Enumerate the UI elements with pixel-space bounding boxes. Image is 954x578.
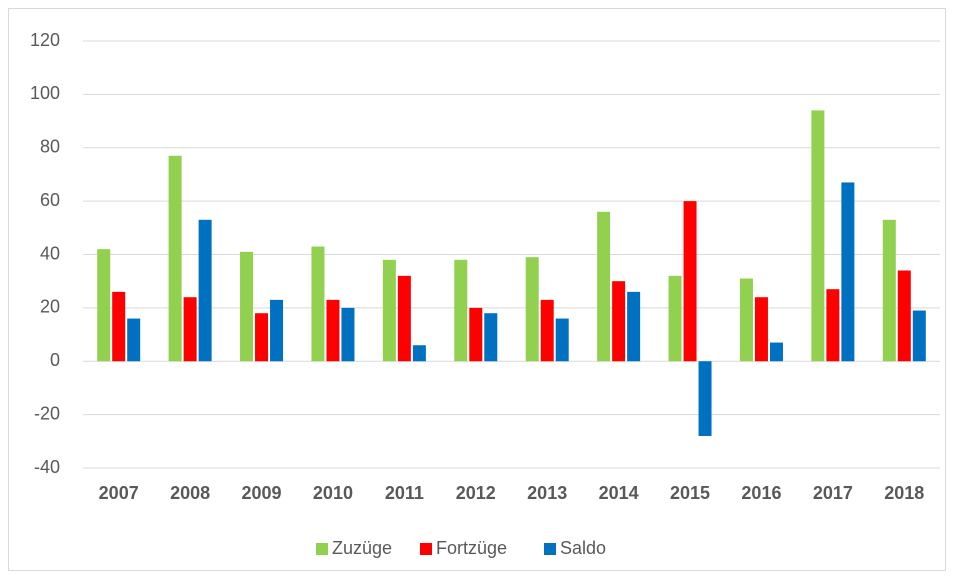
bar xyxy=(112,291,126,362)
y-tick-label: 40 xyxy=(40,243,60,263)
bar xyxy=(683,201,697,362)
bar xyxy=(326,299,340,362)
x-tick-label: 2018 xyxy=(884,483,924,503)
chart-border xyxy=(8,8,946,571)
bar xyxy=(612,281,626,362)
x-tick-label: 2017 xyxy=(813,483,853,503)
bar xyxy=(739,278,753,362)
x-tick-label: 2012 xyxy=(456,483,496,503)
bar xyxy=(882,219,896,362)
bar xyxy=(240,251,254,362)
bar xyxy=(311,246,325,362)
bar xyxy=(469,307,483,362)
legend-label: Saldo xyxy=(560,538,606,558)
y-tick-label: 100 xyxy=(30,83,60,103)
legend-swatch xyxy=(420,543,432,555)
y-tick-label: -20 xyxy=(34,403,60,423)
bar xyxy=(525,257,539,362)
bar xyxy=(912,310,926,362)
bar xyxy=(668,275,682,362)
bar xyxy=(627,291,641,362)
y-tick-label: 80 xyxy=(40,137,60,157)
bar xyxy=(754,297,768,362)
bar xyxy=(255,313,269,362)
bar xyxy=(341,307,355,362)
bar xyxy=(382,259,396,362)
x-tick-label: 2007 xyxy=(99,483,139,503)
x-tick-label: 2016 xyxy=(741,483,781,503)
y-tick-label: 20 xyxy=(40,297,60,317)
bar xyxy=(397,275,411,362)
legend-label: Zuzüge xyxy=(332,538,392,558)
y-tick-label: 60 xyxy=(40,190,60,210)
bar xyxy=(540,299,554,362)
bar xyxy=(168,155,182,362)
y-tick-label: 120 xyxy=(30,30,60,50)
x-tick-label: 2011 xyxy=(385,483,424,503)
x-tick-label: 2015 xyxy=(670,483,710,503)
legend-swatch xyxy=(316,543,328,555)
x-tick-label: 2010 xyxy=(313,483,353,503)
bar xyxy=(826,289,840,362)
bar xyxy=(97,249,111,362)
bar xyxy=(454,259,468,362)
bar xyxy=(484,313,498,362)
bar xyxy=(198,219,212,362)
x-tick-label: 2009 xyxy=(242,483,282,503)
y-tick-label: 0 xyxy=(50,350,60,370)
bar xyxy=(183,297,197,362)
bar xyxy=(897,270,911,362)
bar xyxy=(811,110,825,362)
bar xyxy=(841,182,855,362)
bar xyxy=(555,318,569,362)
bar xyxy=(769,342,783,362)
x-tick-label: 2008 xyxy=(170,483,210,503)
legend-swatch xyxy=(544,543,556,555)
x-tick-label: 2014 xyxy=(599,483,639,503)
bar xyxy=(127,318,141,362)
y-tick-label: -40 xyxy=(34,457,60,477)
legend-label: Fortzüge xyxy=(436,538,507,558)
bar xyxy=(698,361,712,436)
x-tick-label: 2013 xyxy=(527,483,567,503)
bar xyxy=(412,345,426,362)
bar xyxy=(270,299,284,362)
bar xyxy=(597,211,611,362)
